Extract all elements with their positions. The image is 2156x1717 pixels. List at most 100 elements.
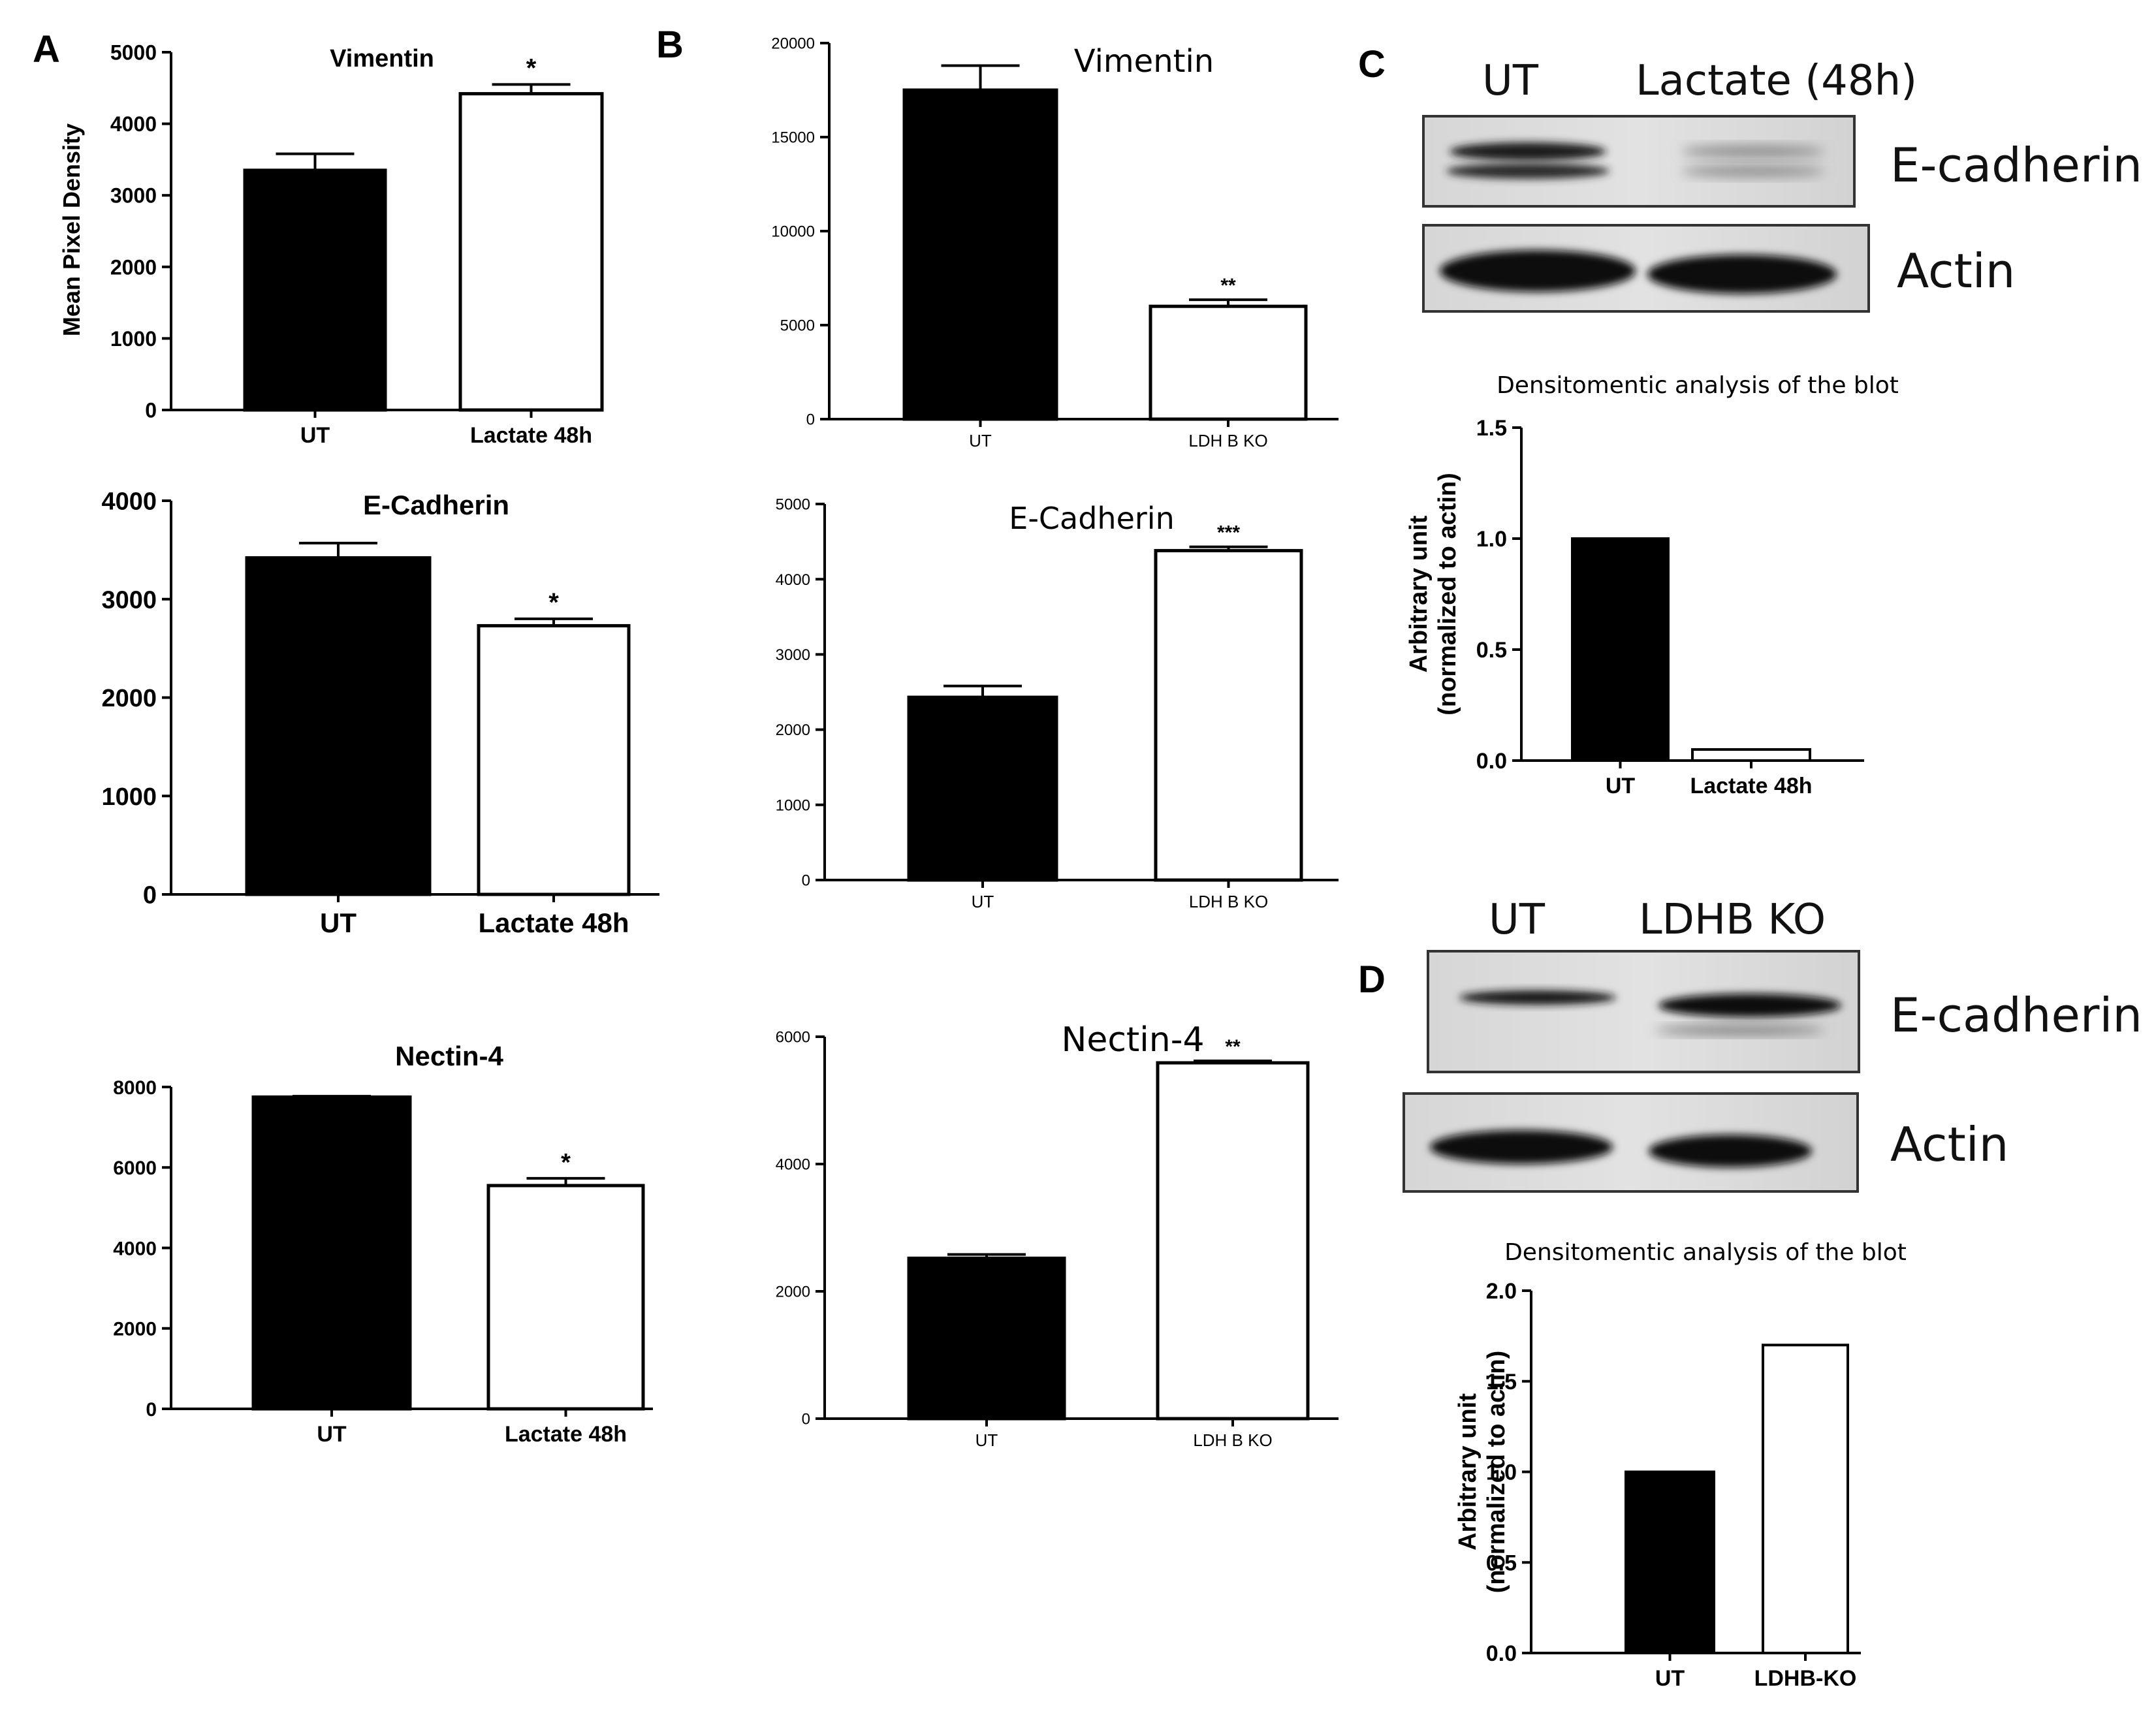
y-tick-label: 1.5 — [1476, 416, 1507, 441]
y-tick-label: 20000 — [771, 35, 815, 53]
y-tick-label: 3000 — [776, 646, 810, 664]
significance-marker: ** — [1220, 275, 1236, 296]
bar-ut — [1571, 537, 1670, 762]
x-category-label: Lactate 48h — [470, 423, 592, 448]
x-category-label: UT — [969, 431, 992, 450]
x-category-label: Lactate 48h — [478, 907, 629, 938]
y-axis-label: Mean Pixel Density — [58, 123, 85, 336]
chart-a3: Nectin-4 0 2000 4000 6000 8000 UT * Lactate 48h — [113, 1041, 653, 1447]
y-tick-label: 6000 — [776, 1029, 810, 1047]
x-category-label: LDH B KO — [1193, 1430, 1272, 1450]
blot-c-ecad-band-ut-upper — [1450, 142, 1606, 161]
x-category-label: Lactate 48h — [1690, 774, 1812, 798]
y-tick-label: 0 — [802, 1411, 810, 1428]
y-tick-label: 0.5 — [1486, 1551, 1517, 1575]
y-tick-label: 0 — [802, 872, 810, 890]
bar-ut — [902, 88, 1058, 421]
y-tick-label: 5000 — [780, 317, 815, 335]
y-tick-label: 5000 — [776, 496, 810, 514]
x-category-label: LDH B KO — [1188, 431, 1267, 450]
y-tick-label: 0 — [143, 882, 157, 909]
x-category-label: UT — [972, 892, 994, 911]
significance-marker: ** — [1225, 1036, 1241, 1058]
chart-c: Densitomentic analysis of the blot Arbitr… — [1405, 372, 1899, 798]
bar-treated — [477, 623, 631, 896]
y-axis-label-line1: Arbitrary unit — [1405, 515, 1433, 672]
significance-marker: * — [548, 588, 559, 617]
blot-c-lane-ut: UT — [1482, 57, 1539, 105]
bar-treated — [1762, 1344, 1849, 1654]
blot-d-lane-treated: LDHB KO — [1639, 896, 1826, 944]
blot-c-actin-band-lac — [1647, 255, 1837, 294]
chart-title: Nectin-4 — [1061, 1020, 1204, 1060]
y-tick-label: 0.0 — [1476, 749, 1507, 774]
y-tick-label: 2000 — [101, 685, 157, 712]
bar-treated — [458, 92, 604, 412]
y-tick-label: 3000 — [101, 586, 157, 614]
bar-treated — [1154, 548, 1303, 882]
y-tick-label: 1.0 — [1476, 527, 1507, 552]
y-tick-label: 2000 — [113, 1319, 157, 1340]
y-tick-label: 1000 — [101, 783, 157, 811]
y-tick-label: 4000 — [110, 112, 157, 136]
y-tick-label: 2000 — [110, 255, 157, 279]
y-tick-label: 4000 — [113, 1238, 157, 1259]
chart-title: Vimentin — [1074, 43, 1214, 80]
x-category-label: UT — [1655, 1666, 1685, 1691]
y-tick-label: 15000 — [771, 129, 815, 147]
chart-a1: Vimentin Mean Pixel Density 0 1000 2000 3000 4… — [58, 41, 604, 448]
significance-marker: *** — [1217, 522, 1240, 544]
chart-b3: Nectin-4 0 2000 4000 6000 UT ** LDH B KO — [776, 1020, 1339, 1450]
y-axis-label-line2: (normalized to actin) — [1434, 473, 1461, 716]
blot-c-ecad-membrane — [1422, 115, 1856, 208]
y-tick-label: 6000 — [113, 1158, 157, 1179]
y-tick-label: 1000 — [110, 327, 157, 351]
panel-letter-a: A — [33, 28, 60, 71]
bar-ut — [1625, 1470, 1715, 1654]
x-category-label: UT — [1606, 774, 1636, 798]
x-category-label: Lactate 48h — [505, 1422, 627, 1447]
panel-letter-b: B — [656, 24, 684, 66]
y-tick-label: 5000 — [110, 41, 157, 65]
bar-treated — [1149, 304, 1308, 421]
blot-c-label-actin: Actin — [1897, 244, 2015, 298]
y-tick-label: 3000 — [110, 184, 157, 208]
y-tick-label: 0 — [145, 399, 157, 422]
y-tick-label: 4000 — [776, 1156, 810, 1174]
y-tick-label: 2000 — [776, 721, 810, 739]
chart-b2: E-Cadherin 0 1000 2000 3000 4000 5000 UT *** LDH … — [776, 496, 1339, 911]
panel-letter-c: C — [1358, 43, 1386, 86]
chart-title: E-Cadherin — [1009, 501, 1174, 536]
bar-treated — [1691, 748, 1811, 762]
chart-b1: Vimentin 0 5000 10000 15000 20000 UT ** LDH B KO — [771, 35, 1339, 450]
x-category-label: UT — [317, 1422, 347, 1447]
bar-treated — [486, 1184, 645, 1411]
x-category-label: LDHB-KO — [1754, 1666, 1857, 1691]
blot-c-actin-band-ut — [1440, 250, 1636, 292]
x-category-label: UT — [320, 907, 357, 938]
x-category-label: LDH B KO — [1189, 892, 1268, 911]
y-tick-label: 4000 — [776, 571, 810, 589]
blot-c-label-ecad: E-cadherin — [1890, 138, 2142, 193]
blot-d-label-actin: Actin — [1890, 1117, 2008, 1172]
chart-title: Densitomentic analysis of the blot — [1504, 1239, 1907, 1266]
y-tick-label: 10000 — [771, 223, 815, 241]
blot-d-ecad-band-ut — [1459, 990, 1616, 1005]
bar-ut — [243, 168, 387, 412]
blot-c-ecad-band-ut-lower — [1446, 163, 1609, 179]
significance-marker: * — [561, 1149, 571, 1176]
bar-ut — [251, 1095, 412, 1411]
chart-d: Densitomentic analysis of the blot Arbitr… — [1454, 1239, 1907, 1691]
y-axis-label: Arbitrary unit(normalized to actin) — [1454, 1351, 1510, 1594]
blot-d-label-ecad: E-cadherin — [1890, 988, 2142, 1043]
y-tick-label: 4000 — [101, 488, 157, 516]
y-tick-label: 1000 — [776, 796, 810, 814]
x-category-label: UT — [300, 423, 330, 448]
chart-a2: E-Cadherin 0 1000 2000 3000 4000 UT * Lactate 48… — [101, 488, 659, 938]
x-category-label: UT — [975, 1430, 998, 1450]
blot-d-actin-band-ko — [1649, 1135, 1812, 1167]
blot-d-ecad-band-ko-faint — [1655, 1026, 1825, 1035]
y-axis-label: Arbitrary unit(normalized to actin) — [1405, 473, 1461, 716]
